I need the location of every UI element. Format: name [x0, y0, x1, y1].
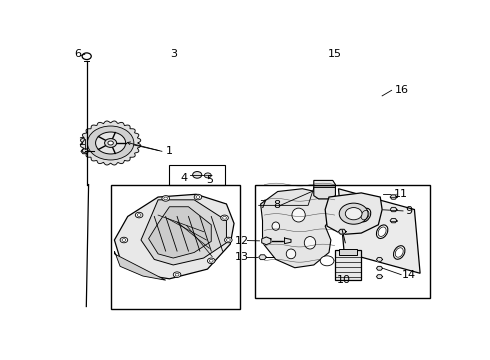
- Polygon shape: [314, 187, 336, 199]
- Polygon shape: [114, 194, 234, 279]
- Polygon shape: [376, 266, 383, 270]
- Polygon shape: [390, 195, 397, 199]
- Polygon shape: [148, 207, 211, 258]
- Circle shape: [104, 139, 117, 147]
- Text: 3: 3: [170, 49, 177, 59]
- Bar: [111, 185, 240, 309]
- Polygon shape: [259, 255, 267, 260]
- Text: 5: 5: [207, 175, 214, 185]
- Polygon shape: [390, 219, 397, 223]
- Text: 11: 11: [393, 189, 407, 199]
- Text: 12: 12: [235, 235, 249, 246]
- Circle shape: [220, 215, 228, 221]
- Ellipse shape: [359, 208, 371, 222]
- Text: 10: 10: [337, 275, 351, 285]
- Polygon shape: [114, 251, 166, 280]
- Circle shape: [87, 126, 134, 160]
- Circle shape: [194, 194, 202, 200]
- Circle shape: [120, 237, 128, 243]
- Circle shape: [339, 203, 368, 224]
- Text: 2: 2: [78, 136, 86, 147]
- Polygon shape: [325, 193, 382, 234]
- Text: 13: 13: [235, 252, 249, 262]
- Polygon shape: [262, 237, 271, 245]
- Circle shape: [135, 212, 143, 218]
- Bar: [170, 165, 224, 185]
- Ellipse shape: [376, 225, 388, 238]
- Circle shape: [320, 256, 334, 266]
- Polygon shape: [339, 189, 420, 273]
- Ellipse shape: [304, 237, 316, 249]
- Text: 1: 1: [166, 146, 173, 156]
- Circle shape: [224, 237, 232, 243]
- Polygon shape: [261, 189, 337, 268]
- Circle shape: [173, 272, 181, 278]
- Polygon shape: [376, 257, 383, 261]
- Circle shape: [193, 172, 202, 178]
- Text: 7: 7: [259, 201, 266, 210]
- Bar: [339, 249, 357, 255]
- Text: 9: 9: [405, 206, 412, 216]
- Text: 6: 6: [74, 49, 81, 59]
- Polygon shape: [80, 121, 141, 165]
- Text: 15: 15: [328, 49, 342, 59]
- Ellipse shape: [286, 249, 296, 259]
- Ellipse shape: [272, 222, 280, 230]
- Bar: [255, 185, 430, 298]
- Text: 16: 16: [395, 85, 409, 95]
- Circle shape: [96, 132, 125, 154]
- Polygon shape: [314, 180, 336, 189]
- Circle shape: [162, 195, 170, 201]
- Circle shape: [108, 141, 113, 145]
- Text: 8: 8: [273, 201, 280, 210]
- Polygon shape: [390, 207, 397, 212]
- Bar: [335, 250, 361, 280]
- Polygon shape: [339, 229, 346, 234]
- Ellipse shape: [393, 246, 405, 259]
- Ellipse shape: [292, 208, 305, 222]
- Circle shape: [204, 173, 211, 178]
- Circle shape: [345, 208, 362, 220]
- Text: 4: 4: [180, 173, 187, 183]
- Polygon shape: [285, 238, 291, 244]
- Circle shape: [207, 258, 215, 264]
- Polygon shape: [376, 275, 383, 279]
- Polygon shape: [141, 200, 226, 265]
- Text: 14: 14: [402, 270, 416, 280]
